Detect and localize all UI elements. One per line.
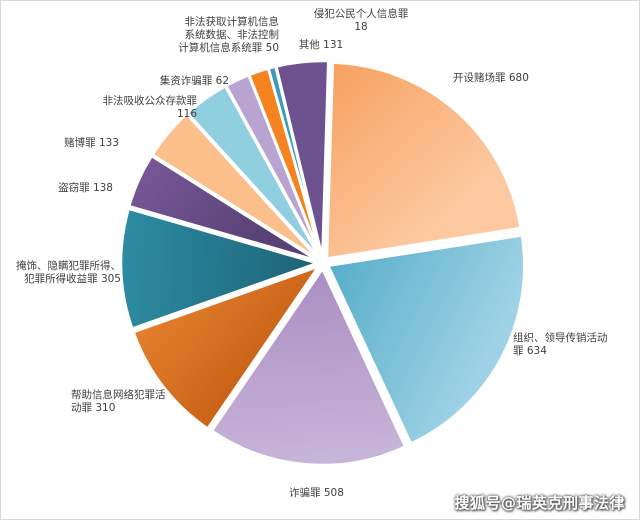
pie-slice: [119, 207, 322, 331]
slice-label: 集资诈骗罪 62: [160, 74, 229, 87]
slice-label: 赌博罪 133: [64, 136, 119, 149]
slice-label: 帮助信息网络犯罪活动罪 310: [71, 388, 166, 414]
pie-slices: [119, 59, 526, 467]
slice-label: 侵犯公民个人信息罪 18: [314, 7, 409, 33]
slice-label: 诈骗罪 508: [289, 486, 344, 499]
pie-slice: [325, 61, 523, 260]
slice-label: 掩饰、隐瞒犯罪所得、犯罪所得收益罪 305: [16, 259, 121, 285]
slice-label: 其他 131: [299, 38, 343, 51]
pie-slice: [150, 112, 320, 261]
pie-slice: [210, 266, 407, 467]
slice-label: 非法获取计算机信息系统数据、非法控制计算机信息系统罪 50: [178, 15, 279, 54]
pie-slice: [131, 264, 322, 431]
watermark-text: 搜狐号@瑞英克刑事法律: [454, 494, 625, 512]
slice-label: 组织、领导传销活动罪 634: [513, 331, 608, 357]
pie-labels: 开设赌场罪 680 组织、领导传销活动罪 634 诈骗罪 508 帮助信息网络犯罪活动…: [16, 7, 608, 499]
pie-slice: [326, 233, 526, 446]
pie-slice: [127, 154, 319, 262]
slice-label: 非法吸收公众存款罪 116: [103, 94, 198, 120]
slice-label: 开设赌场罪 680: [453, 71, 529, 84]
slice-label: 盗窃罪 138: [58, 181, 113, 194]
pie-slice: [274, 59, 330, 258]
